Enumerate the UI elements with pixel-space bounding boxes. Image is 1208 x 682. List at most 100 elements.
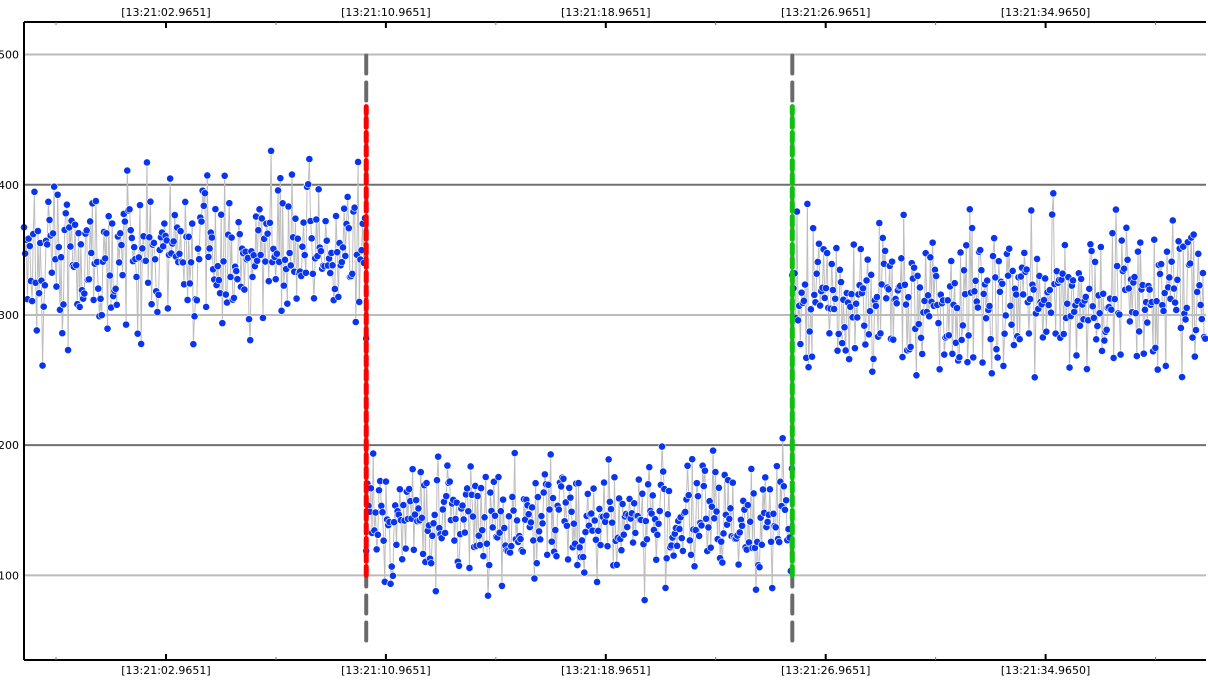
connector-segment (55, 194, 59, 287)
data-point (529, 536, 538, 545)
connector-segment (313, 258, 316, 299)
data-point (888, 257, 896, 266)
data-point (82, 226, 91, 235)
data-point (692, 479, 701, 488)
data-point (1124, 284, 1133, 293)
data-point (833, 346, 842, 355)
data-point (993, 353, 1002, 362)
connector-segment (262, 238, 265, 318)
data-point (545, 505, 554, 514)
connector-segment (86, 230, 89, 280)
data-point (314, 185, 323, 194)
connector-segment (966, 335, 970, 363)
data-point (1047, 308, 1055, 317)
data-point (688, 455, 697, 464)
data-point (534, 493, 542, 501)
data-point (563, 521, 571, 530)
y-tick-label: 200 (0, 439, 19, 452)
data-point (1065, 363, 1074, 372)
data-point (1178, 373, 1186, 381)
data-point (871, 302, 880, 310)
data-point (433, 476, 441, 485)
data-point (330, 285, 339, 293)
data-point (428, 531, 437, 540)
data-point (395, 485, 404, 494)
connector-segment (1002, 333, 1006, 366)
x-tick-label-bottom: [13:21:02.9651] (121, 664, 210, 677)
data-point (763, 518, 772, 526)
data-point (328, 261, 337, 270)
data-point (535, 527, 543, 536)
data-point (1161, 362, 1170, 370)
data-point (301, 268, 310, 277)
data-point (507, 542, 516, 550)
data-point (1109, 354, 1118, 362)
x-tick-label-top: [13:21:26.9651] (781, 6, 870, 19)
data-point (697, 521, 706, 530)
data-point (593, 578, 601, 586)
data-point (1120, 264, 1128, 273)
data-point (389, 571, 397, 580)
data-point (197, 217, 206, 226)
connector-segment (663, 489, 667, 588)
data-point (1006, 301, 1015, 310)
data-point (298, 242, 307, 251)
data-point (458, 501, 467, 510)
data-point (1197, 315, 1206, 323)
data-point (604, 455, 613, 464)
data-point (355, 298, 364, 306)
data-point (661, 584, 670, 592)
data-point (506, 548, 514, 557)
data-point (333, 248, 342, 257)
data-point (1171, 298, 1180, 307)
data-point (261, 257, 270, 266)
data-point (379, 536, 388, 545)
data-point (1168, 216, 1177, 225)
data-point (665, 487, 673, 495)
data-point (878, 234, 887, 242)
data-point (663, 510, 672, 519)
data-point (917, 333, 925, 342)
connector-segment (247, 257, 250, 320)
connector-segment (743, 509, 747, 548)
data-point (305, 155, 314, 163)
connector-segment (167, 254, 170, 309)
data-point (64, 346, 72, 354)
data-point (94, 284, 103, 293)
data-point (712, 507, 721, 516)
data-point (412, 496, 421, 505)
x-tick-label-bottom: [13:21:34.9650] (1001, 664, 1090, 677)
data-point (85, 275, 93, 284)
data-point (659, 467, 668, 476)
data-point (685, 536, 694, 545)
data-point (86, 217, 95, 226)
data-point (947, 257, 956, 265)
data-point (213, 262, 222, 271)
data-point (803, 199, 812, 208)
connector-segment (644, 521, 647, 601)
connector-segment (1038, 275, 1042, 303)
data-point (662, 554, 671, 563)
data-point (474, 531, 483, 540)
data-point (985, 302, 994, 310)
data-point (1115, 310, 1124, 319)
data-point (530, 574, 539, 583)
data-point (583, 489, 592, 498)
data-point (39, 302, 48, 311)
data-point (235, 230, 244, 239)
data-point (248, 272, 257, 281)
data-point (1044, 301, 1053, 309)
connector-segment (183, 201, 186, 285)
connector-segment (348, 228, 351, 277)
data-point (115, 258, 124, 267)
connector-segment (962, 270, 965, 326)
connector-segment (808, 331, 811, 368)
data-point (89, 296, 98, 304)
connector-segment (151, 244, 154, 305)
data-point (579, 553, 588, 561)
connector-segment (424, 483, 428, 562)
data-point (537, 512, 546, 520)
data-point (1008, 266, 1017, 275)
data-point (1165, 273, 1174, 282)
connector-segment (546, 484, 549, 555)
